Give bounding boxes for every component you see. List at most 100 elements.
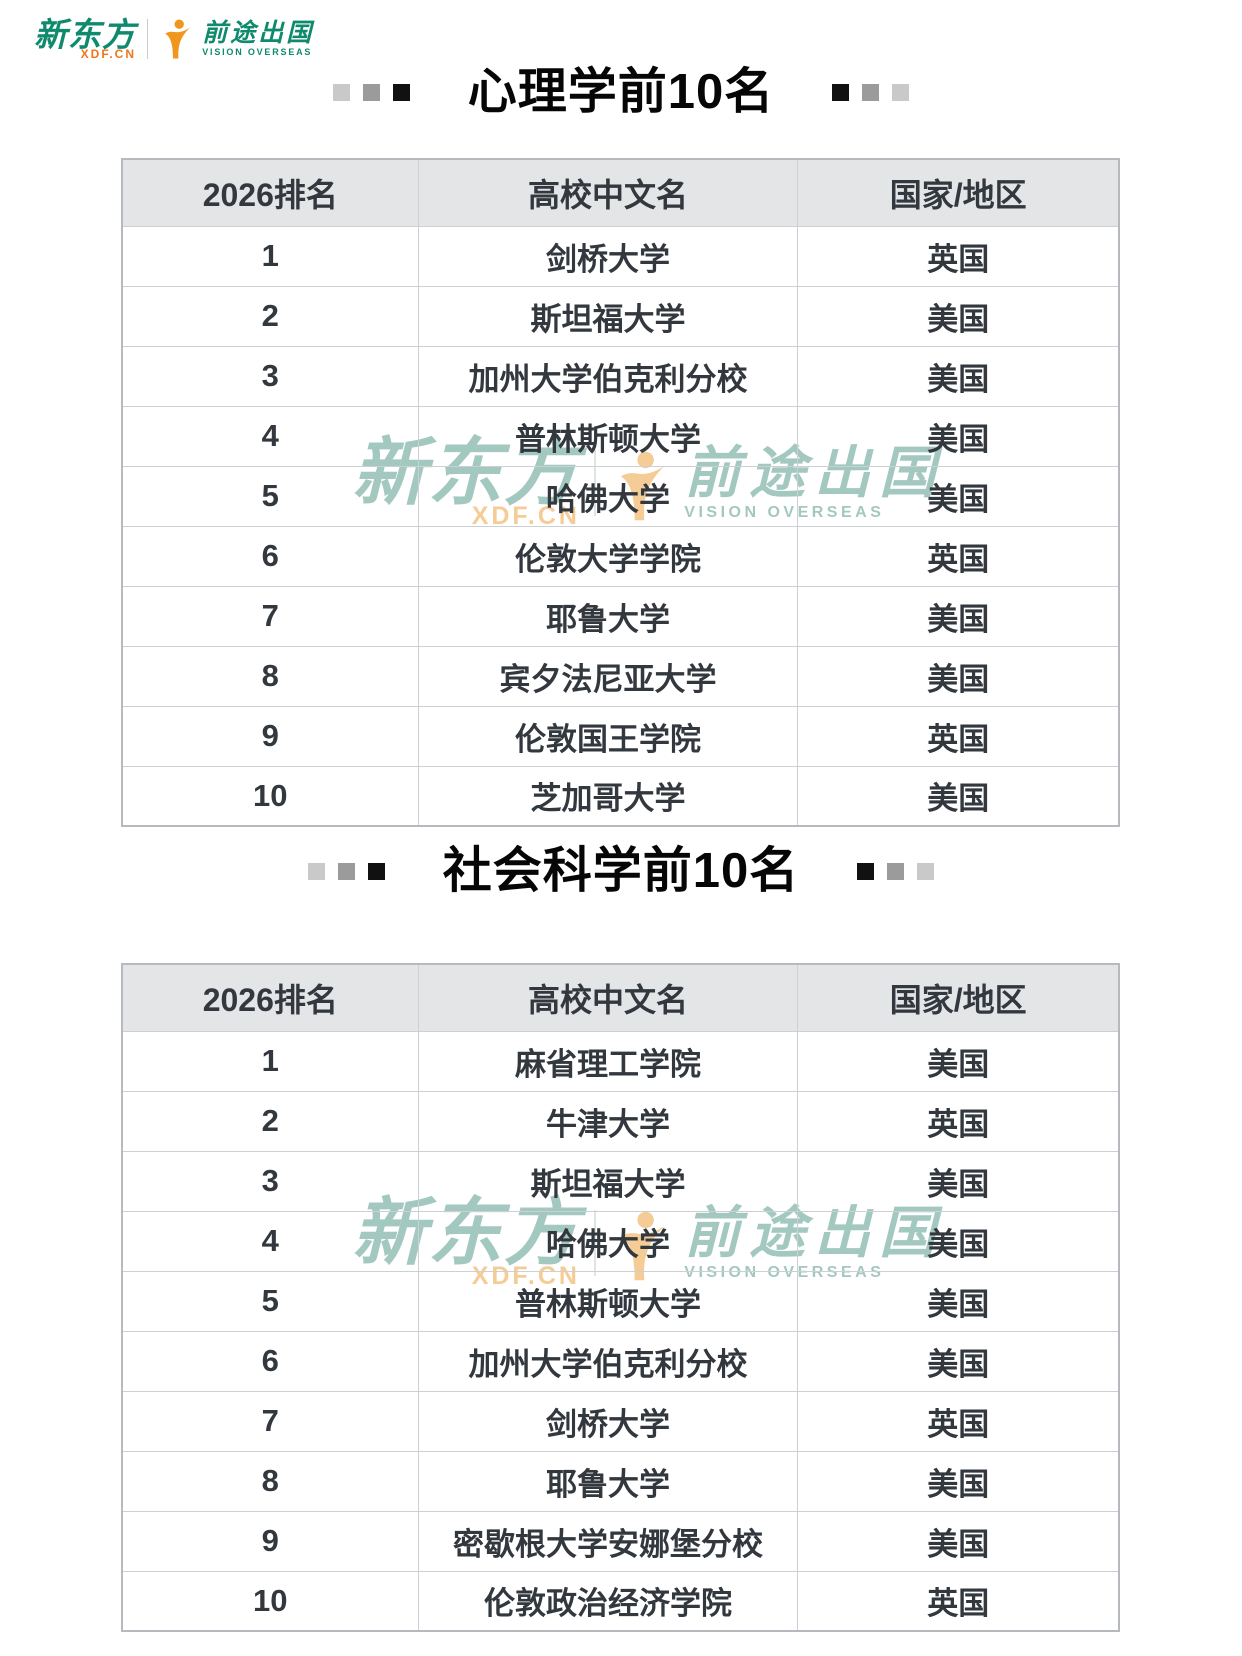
- table-row: 1 麻省理工学院 美国: [121, 1030, 1120, 1092]
- rank-cell: 8: [121, 1450, 419, 1512]
- table-row: 7 剑桥大学 英国: [121, 1390, 1120, 1452]
- rank-cell: 3: [121, 1150, 419, 1212]
- column-header-1: 高校中文名: [417, 963, 799, 1032]
- country-cell: 英国: [797, 225, 1120, 287]
- university-cell: 普林斯顿大学: [417, 405, 799, 467]
- rank-cell: 9: [121, 705, 419, 767]
- rank-cell: 1: [121, 1030, 419, 1092]
- university-cell: 剑桥大学: [417, 1390, 799, 1452]
- country-cell: 美国: [797, 1030, 1120, 1092]
- table-row: 8 耶鲁大学 美国: [121, 1450, 1120, 1512]
- table-row: 9 密歇根大学安娜堡分校 美国: [121, 1510, 1120, 1572]
- section-title-social-sciences: 社会科学前10名: [0, 831, 1242, 901]
- table-row: 2 斯坦福大学 美国: [121, 285, 1120, 347]
- decor-square: [892, 83, 910, 101]
- decor-square: [367, 862, 385, 880]
- country-cell: 美国: [797, 1210, 1120, 1272]
- xdf-logo: 新东方 XDF.CN: [34, 18, 136, 60]
- decor-squares-left: [307, 862, 385, 880]
- rank-cell: 6: [121, 525, 419, 587]
- table-row: 3 加州大学伯克利分校 美国: [121, 345, 1120, 407]
- decor-squares-left: [332, 83, 410, 101]
- xdf-logo-url: XDF.CN: [80, 47, 136, 61]
- rank-cell: 4: [121, 405, 419, 467]
- university-cell: 哈佛大学: [417, 1210, 799, 1272]
- decor-squares-right: [832, 83, 910, 101]
- vision-overseas-caption: VISION OVERSEAS: [202, 47, 313, 57]
- university-cell: 伦敦国王学院: [417, 705, 799, 767]
- university-cell: 芝加哥大学: [417, 765, 799, 827]
- column-header-0: 2026排名: [121, 963, 419, 1032]
- table-row: 3 斯坦福大学 美国: [121, 1150, 1120, 1212]
- table-row: 6 伦敦大学学院 英国: [121, 525, 1120, 587]
- vision-overseas-text: 前途出国: [202, 19, 315, 47]
- rank-cell: 7: [121, 585, 419, 647]
- country-cell: 美国: [797, 1330, 1120, 1392]
- table-row: 4 哈佛大学 美国: [121, 1210, 1120, 1272]
- country-cell: 英国: [797, 1090, 1120, 1152]
- country-cell: 美国: [797, 1270, 1120, 1332]
- table-row: 7 耶鲁大学 美国: [121, 585, 1120, 647]
- decor-square: [307, 862, 325, 880]
- social-sciences-ranking-table: 2026排名 高校中文名 国家/地区 1 麻省理工学院 美国 2 牛津大学 英国 3 斯坦福大学美…: [121, 963, 1120, 1632]
- university-cell: 加州大学伯克利分校: [417, 1330, 799, 1392]
- page-title-psychology: 心理学前10名: [467, 64, 775, 119]
- university-cell: 耶鲁大学: [417, 1450, 799, 1512]
- column-header-1: 高校中文名: [417, 158, 799, 227]
- table-header-row: 2026排名 高校中文名 国家/地区: [121, 963, 1120, 1032]
- decor-square: [862, 83, 880, 101]
- country-cell: 美国: [797, 345, 1120, 407]
- table-row: 9 伦敦国王学院 英国: [121, 705, 1120, 767]
- country-cell: 美国: [797, 405, 1120, 467]
- logo-divider: [147, 19, 148, 59]
- vision-overseas-person-icon: [165, 19, 191, 59]
- country-cell: 美国: [797, 765, 1120, 827]
- rank-cell: 10: [121, 1570, 419, 1632]
- university-cell: 宾夕法尼亚大学: [417, 645, 799, 707]
- table-row: 1 剑桥大学 英国: [121, 225, 1120, 287]
- column-header-2: 国家/地区: [797, 963, 1120, 1032]
- country-cell: 美国: [797, 285, 1120, 347]
- country-cell: 美国: [797, 1150, 1120, 1212]
- decor-square: [337, 862, 355, 880]
- rank-cell: 10: [121, 765, 419, 827]
- country-cell: 英国: [797, 705, 1120, 767]
- university-cell: 剑桥大学: [417, 225, 799, 287]
- psychology-ranking-table: 2026排名 高校中文名 国家/地区 1 剑桥大学 英国 2 斯坦福大学 美国 3 加州大学伯克利…: [121, 158, 1120, 827]
- country-cell: 美国: [797, 465, 1120, 527]
- table-row: 6 加州大学伯克利分校 美国: [121, 1330, 1120, 1392]
- country-cell: 美国: [797, 1510, 1120, 1572]
- university-cell: 斯坦福大学: [417, 285, 799, 347]
- rank-cell: 6: [121, 1330, 419, 1392]
- country-cell: 美国: [797, 645, 1120, 707]
- decor-square: [887, 862, 905, 880]
- university-cell: 麻省理工学院: [417, 1030, 799, 1092]
- university-cell: 伦敦大学学院: [417, 525, 799, 587]
- rank-cell: 7: [121, 1390, 419, 1452]
- country-cell: 英国: [797, 1570, 1120, 1632]
- rank-cell: 9: [121, 1510, 419, 1572]
- decor-square: [392, 83, 410, 101]
- university-cell: 哈佛大学: [417, 465, 799, 527]
- table-row: 8 宾夕法尼亚大学 美国: [121, 645, 1120, 707]
- university-cell: 耶鲁大学: [417, 585, 799, 647]
- rank-cell: 5: [121, 465, 419, 527]
- vision-overseas-logo: 前途出国 VISION OVERSEAS: [202, 21, 314, 57]
- table-row: 4 普林斯顿大学 美国: [121, 405, 1120, 467]
- table-row: 5 普林斯顿大学 美国: [121, 1270, 1120, 1332]
- rank-cell: 3: [121, 345, 419, 407]
- table-row: 5 哈佛大学 美国: [121, 465, 1120, 527]
- country-cell: 英国: [797, 1390, 1120, 1452]
- xdf-logo-text: 新东方: [34, 16, 136, 53]
- decor-square: [332, 83, 350, 101]
- rank-cell: 1: [121, 225, 419, 287]
- rank-cell: 2: [121, 285, 419, 347]
- decor-square: [857, 862, 875, 880]
- decor-squares-right: [857, 862, 935, 880]
- university-cell: 伦敦政治经济学院: [417, 1570, 799, 1632]
- page-title-social-sciences: 社会科学前10名: [442, 843, 800, 898]
- country-cell: 美国: [797, 585, 1120, 647]
- university-cell: 加州大学伯克利分校: [417, 345, 799, 407]
- university-cell: 普林斯顿大学: [417, 1270, 799, 1332]
- decor-square: [832, 83, 850, 101]
